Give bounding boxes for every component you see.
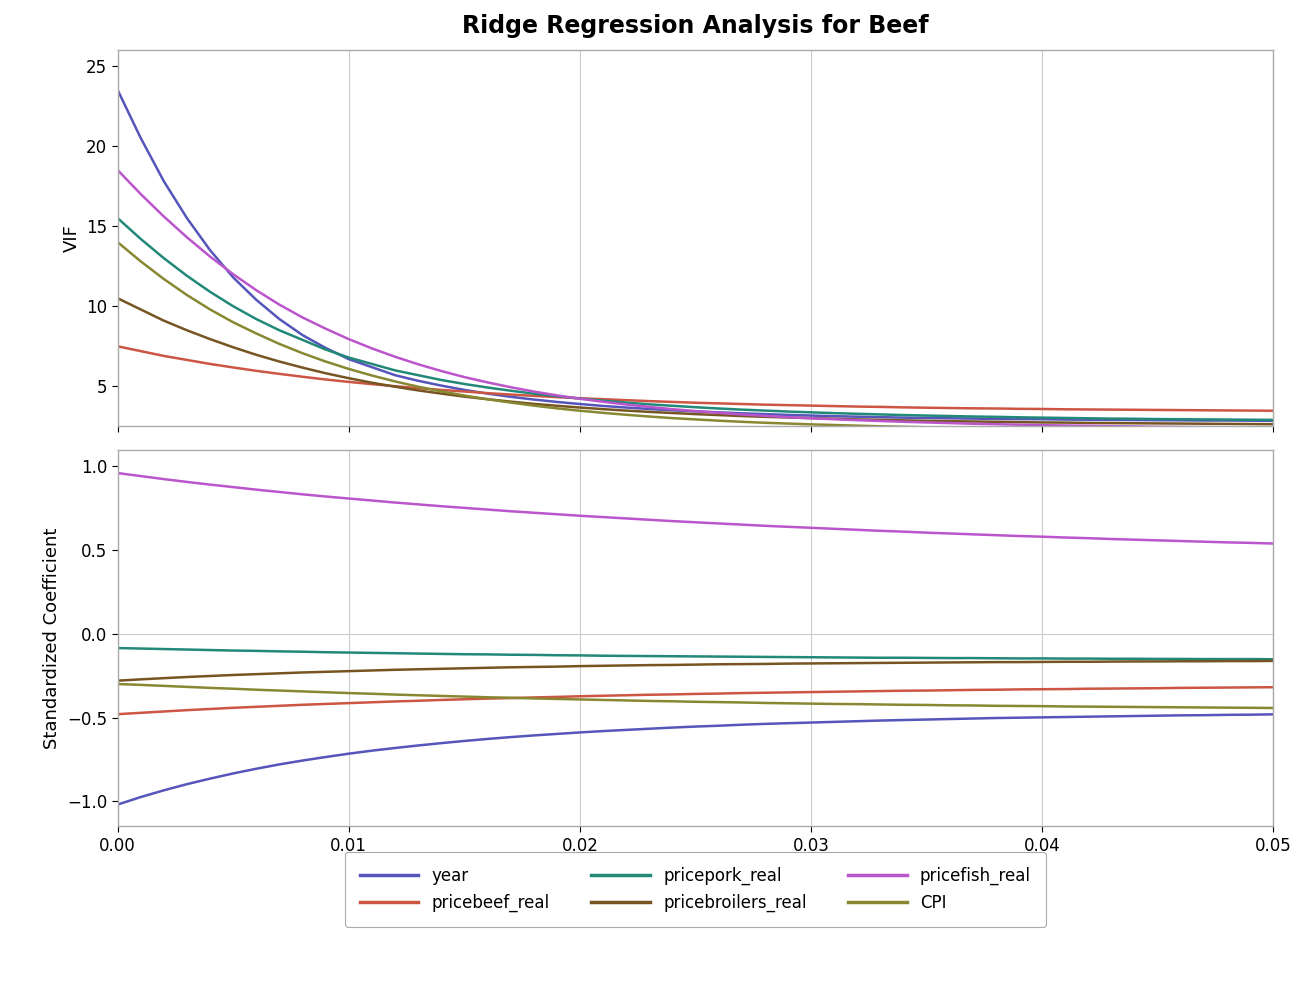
Legend: year, pricebeef_real, pricepork_real, pricebroilers_real, pricefish_real, CPI: year, pricebeef_real, pricepork_real, pr… bbox=[345, 852, 1046, 927]
Y-axis label: VIF: VIF bbox=[63, 224, 81, 252]
X-axis label: Ridge Parameter: Ridge Parameter bbox=[620, 861, 771, 879]
Title: Ridge Regression Analysis for Beef: Ridge Regression Analysis for Beef bbox=[462, 14, 929, 38]
Y-axis label: Standardized Coefficient: Standardized Coefficient bbox=[43, 527, 61, 748]
